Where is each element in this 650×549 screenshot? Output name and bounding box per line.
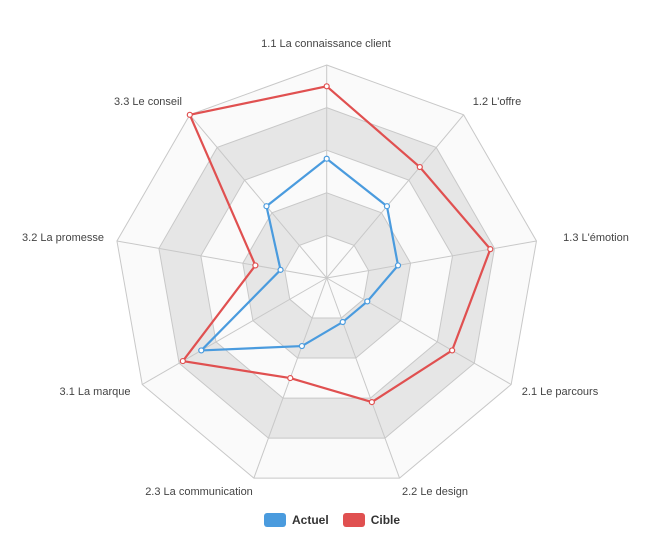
series-line-cible xyxy=(180,85,492,404)
data-point-actuel xyxy=(198,347,205,354)
axis-label: 3.3 Le conseil xyxy=(114,96,182,108)
legend-item-cible[interactable]: Cible xyxy=(342,513,401,527)
axis-label: 1.1 La connaissance client xyxy=(261,38,391,50)
data-point-actuel xyxy=(323,155,330,162)
axis-line xyxy=(326,114,464,279)
legend-label-cible: Cible xyxy=(370,513,401,527)
legend-swatch-actuel xyxy=(264,513,286,527)
data-point-actuel xyxy=(263,203,270,210)
data-point-actuel xyxy=(394,262,402,269)
axis-label: 3.1 La marque xyxy=(59,386,131,398)
data-point-actuel xyxy=(339,318,346,326)
legend-item-actuel[interactable]: Actuel xyxy=(264,513,329,527)
data-point-cible xyxy=(449,347,456,354)
data-point-cible xyxy=(323,83,330,90)
axis-line xyxy=(189,114,328,279)
data-point-cible xyxy=(179,357,186,365)
data-point-cible xyxy=(416,163,423,171)
series-line-actuel xyxy=(198,157,400,352)
axis-line xyxy=(116,240,327,279)
axis-label: 2.2 Le design xyxy=(401,486,469,498)
data-point-cible xyxy=(186,111,193,118)
data-point-cible xyxy=(287,374,294,382)
data-point-actuel xyxy=(364,298,371,305)
data-point-cible xyxy=(252,262,259,269)
legend-swatch-cible xyxy=(342,513,365,527)
legend: Actuel Cible xyxy=(264,513,414,527)
legend-label-actuel: Actuel xyxy=(292,513,329,527)
axis-line xyxy=(141,277,327,385)
axis-label: 3.2 La promesse xyxy=(22,232,104,244)
axis-label: 1.2 L'offre xyxy=(472,96,522,108)
axis-line xyxy=(326,277,512,385)
axis-line xyxy=(326,240,537,279)
axis-label: 1.3 L'émotion xyxy=(563,232,629,244)
data-point-actuel xyxy=(298,342,306,350)
data-point-actuel xyxy=(383,203,391,210)
axis-label: 2.1 Le parcours xyxy=(521,386,599,398)
data-point-actuel xyxy=(277,266,284,273)
data-point-cible xyxy=(368,398,375,406)
axis-line xyxy=(326,277,401,479)
data-point-cible xyxy=(487,246,494,253)
axis-label: 2.3 La communication xyxy=(145,486,253,498)
